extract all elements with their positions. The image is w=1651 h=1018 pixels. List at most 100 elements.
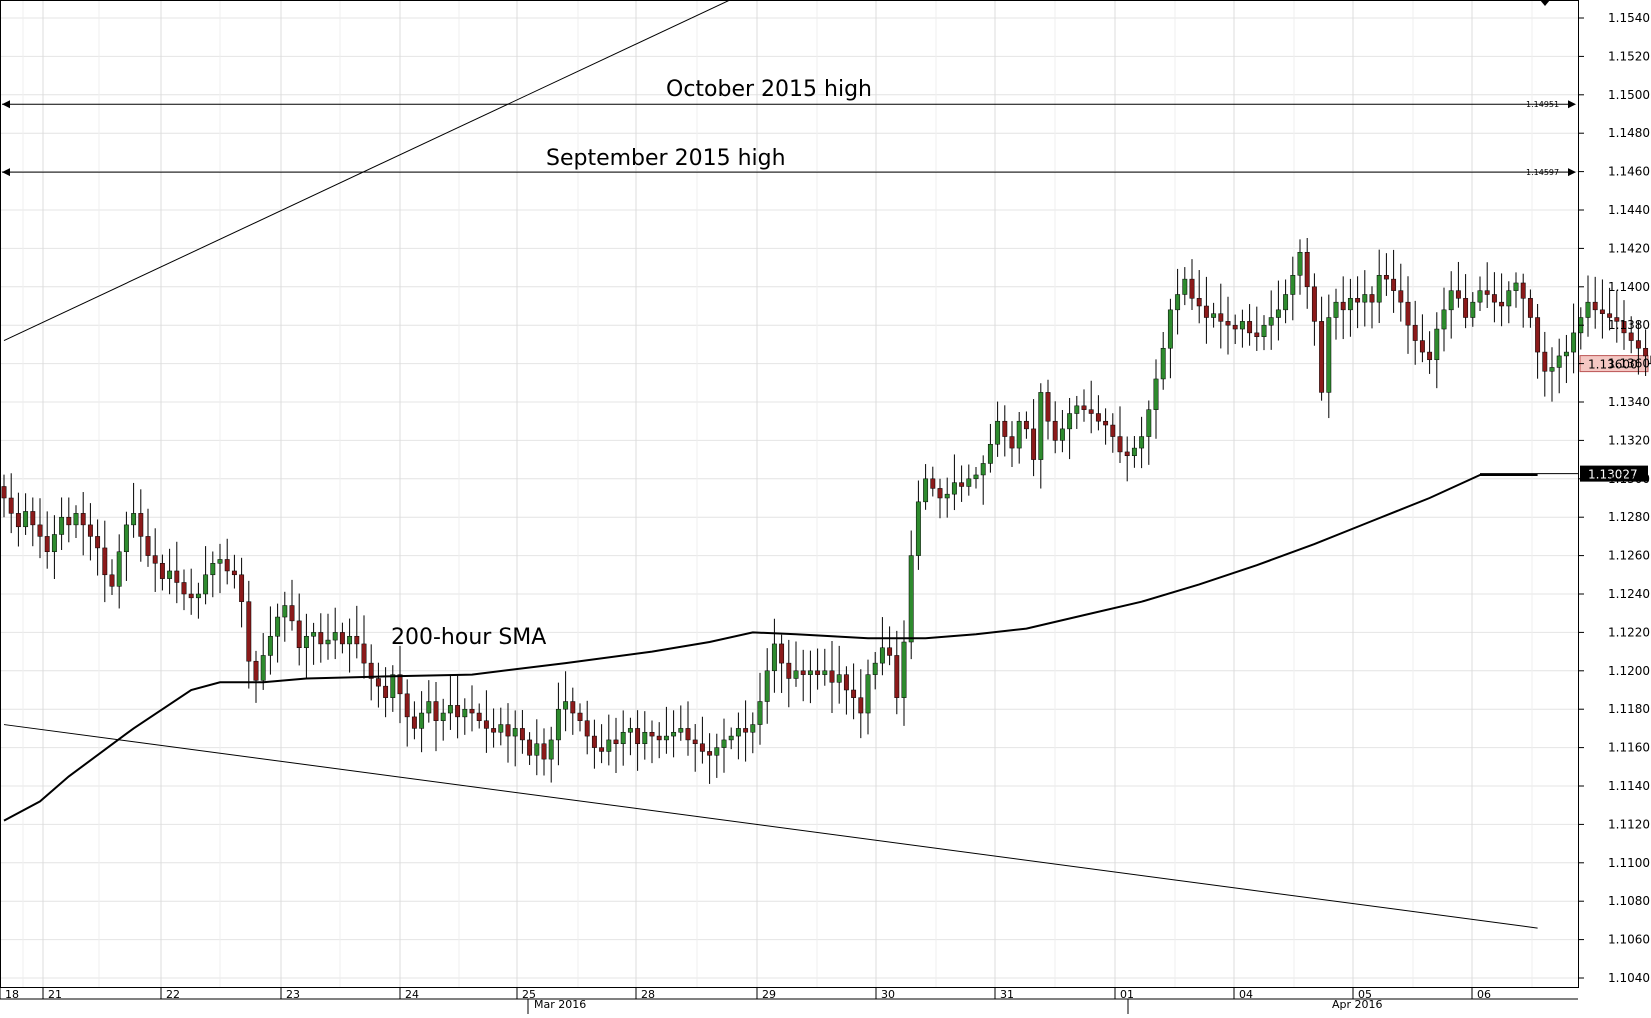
y-tick-label: 1.1460 [1608,165,1650,179]
candle-body [283,606,287,618]
candle-body [1010,437,1014,449]
candle-body [1571,333,1575,352]
candle-body [1291,275,1295,294]
y-tick-label: 1.1040 [1608,971,1650,985]
candle-body [1082,406,1086,410]
candle-body [1132,448,1136,456]
candle-body [506,725,510,737]
candle-body [124,525,128,552]
candle-body [1355,298,1359,302]
candle-body [139,513,143,536]
candle-body [491,728,495,732]
candle-body [146,536,150,555]
candle-body [686,728,690,740]
candle-body [1067,414,1071,429]
candle-body [743,728,747,732]
candle-body [189,594,193,598]
candle-body [16,513,20,526]
y-tick-label: 1.1540 [1608,11,1650,25]
candle-body [1075,406,1079,414]
candle-body [1211,314,1215,318]
candle-body [880,648,884,663]
candle-body [909,556,913,642]
candle-body [1060,429,1064,441]
candle-body [1147,410,1151,437]
candle-body [455,705,459,717]
candle-body [808,671,812,675]
candle-body [1046,392,1050,421]
candle-body [110,575,114,587]
candle-body [945,494,949,498]
candle-body [1053,421,1057,440]
candle-body [376,678,380,686]
candle-body [59,517,63,534]
candle-body [247,602,251,662]
y-tick-label: 1.1400 [1608,280,1650,294]
y-tick-label: 1.1420 [1608,241,1650,255]
candle-body [995,421,999,444]
candle-body [1139,437,1143,449]
y-tick-label: 1.1160 [1608,741,1650,755]
candle-body [1161,348,1165,379]
candle-body [643,732,647,744]
candle-body [67,517,71,525]
y-tick-label: 1.1280 [1608,510,1650,524]
candle-body [182,582,186,594]
candle-body [1471,302,1475,317]
candle-body [103,548,107,575]
y-tick-label: 1.1520 [1608,49,1650,63]
candle-body [1629,333,1633,341]
candle-body [1039,392,1043,459]
level-value-label: 1.14597 [1526,168,1559,177]
candle-body [895,655,899,697]
candle-body [981,463,985,475]
candle-body [931,479,935,489]
candle-body [1168,310,1172,348]
candle-body [779,644,783,663]
candle-body [340,632,344,644]
candle-body [261,655,265,680]
candle-body [938,488,942,498]
candle-body [477,713,481,721]
candle-body [434,702,438,721]
candle-body [52,534,56,551]
y-tick-label: 1.1480 [1608,126,1650,140]
candle-body [1103,421,1107,425]
candle-body [571,702,575,714]
y-tick-label: 1.1200 [1608,664,1650,678]
candle-body [1514,283,1518,291]
candle-body [974,475,978,479]
candle-body [297,621,301,648]
candle-body [1363,294,1367,302]
candle-body [1478,291,1482,303]
candle-body [635,728,639,743]
candle-body [1600,310,1604,314]
candle-body [1348,298,1352,310]
candle-body [1096,414,1100,422]
candle-body [9,498,13,513]
candle-body [1543,352,1547,371]
candle-body [1204,306,1208,318]
candle-body [859,698,863,713]
candle-body [1643,348,1647,356]
candle-body [556,709,560,740]
candle-body [664,736,668,740]
candle-body [1175,294,1179,309]
candle-body [801,671,805,675]
candle-body [1003,421,1007,436]
candle-body [1420,341,1424,353]
candle-body [1031,429,1035,460]
candle-body [607,740,611,752]
candle-body [887,648,891,656]
y-tick-label: 1.1500 [1608,88,1650,102]
candle-body [74,513,78,525]
y-tick-label: 1.1320 [1608,433,1650,447]
candle-body [693,740,697,744]
candle-body [1442,310,1446,329]
candle-body [1427,352,1431,360]
candle-body [95,536,99,548]
candle-body [772,644,776,671]
y-tick-label: 1.1340 [1608,395,1650,409]
